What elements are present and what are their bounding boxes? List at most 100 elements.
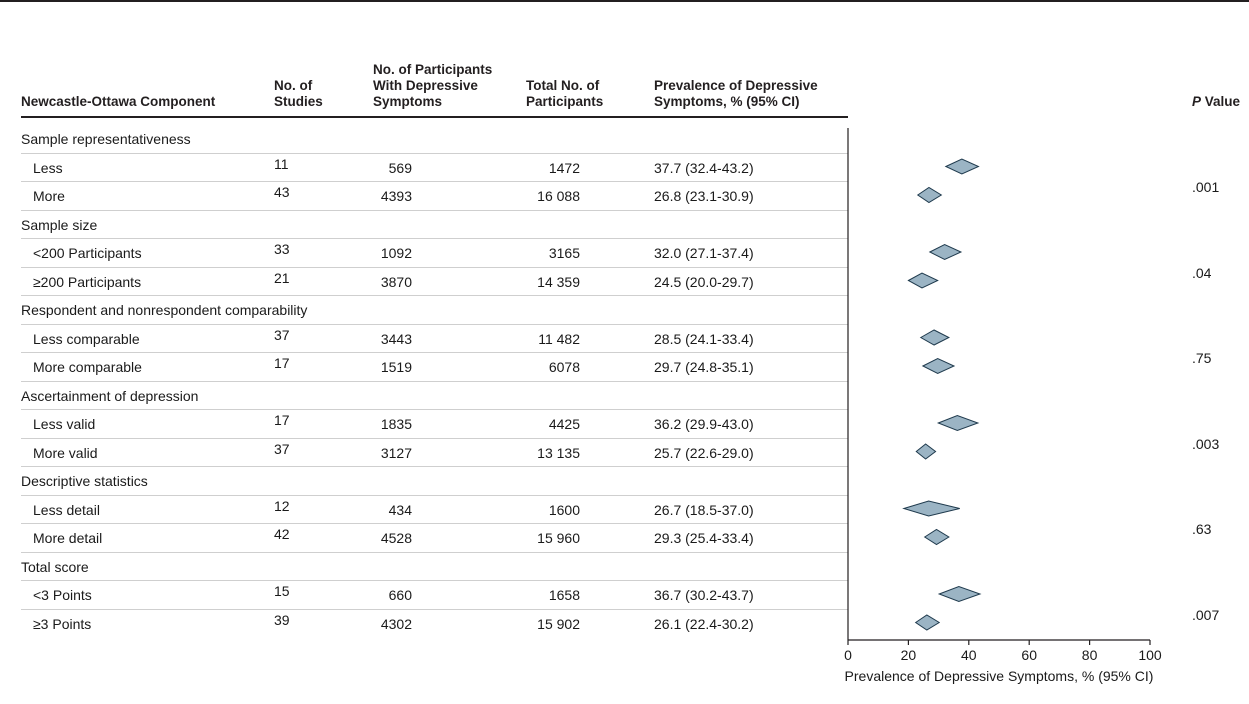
cell-studies: 33: [274, 241, 290, 257]
cell-total-participants: 6078: [548, 359, 580, 375]
x-tick-label: 80: [1082, 647, 1098, 663]
header-dep-line1: No. of Participants: [373, 62, 493, 77]
ci-diamond: [923, 528, 950, 546]
header-prevalence: Prevalence of Depressive Symptoms, % (95…: [654, 78, 818, 110]
ci-diamond: [916, 186, 943, 204]
cell-prevalence: 26.7 (18.5-37.0): [654, 501, 754, 518]
row-separator: [21, 266, 848, 268]
row-label: More comparable: [33, 359, 142, 375]
row-separator: [21, 494, 848, 496]
row-separator: [21, 580, 848, 581]
cell-prevalence: 37.7 (32.4-43.2): [654, 159, 754, 176]
group-title: Total score: [21, 558, 89, 575]
row-separator: [21, 409, 848, 410]
cell-dep-participants: 569: [388, 159, 412, 176]
cell-dep-participants: 434: [388, 501, 412, 518]
header-prev-line1: Prevalence of Depressive: [654, 78, 818, 93]
header-prev-line2: Symptoms, % (95% CI): [654, 94, 800, 109]
row-separator: [21, 551, 848, 553]
p-value: .001: [1192, 179, 1220, 195]
row-label: More valid: [33, 444, 98, 461]
row-separator: [21, 523, 848, 524]
group-title: Descriptive statistics: [21, 473, 148, 489]
ci-diamond: [944, 158, 980, 175]
cell-studies: 12: [274, 497, 290, 514]
cell-prevalence: 26.1 (22.4-30.2): [654, 615, 754, 632]
x-axis-title: Prevalence of Depressive Symptoms, % (95…: [845, 668, 1154, 684]
cell-studies: 37: [274, 326, 290, 343]
ci-diamond: [915, 443, 937, 460]
group-title: Sample size: [21, 216, 98, 233]
cell-prevalence: 26.8 (23.1-30.9): [654, 188, 754, 204]
header-studies: No. of Studies: [274, 78, 323, 110]
header-total: Total No. of Participants: [526, 78, 603, 110]
p-value: .04: [1192, 264, 1212, 281]
p-value: .003: [1192, 435, 1220, 452]
header-component: Newcastle-Ottawa Component: [21, 94, 216, 109]
cell-prevalence: 29.7 (24.8-35.1): [654, 359, 754, 375]
group-title: Respondent and nonrespondent comparabili…: [21, 302, 308, 318]
cell-total-participants: 1600: [548, 501, 580, 518]
cell-total-participants: 1472: [548, 159, 580, 176]
ci-diamond: [928, 243, 963, 261]
cell-studies: 17: [274, 412, 290, 428]
cell-total-participants: 1658: [548, 587, 580, 603]
group-title: Ascertainment of depression: [21, 387, 199, 404]
cell-dep-participants: 3443: [380, 330, 412, 347]
cell-total-participants: 11 482: [538, 330, 580, 347]
cell-dep-participants: 4302: [380, 615, 412, 632]
row-label: More: [33, 188, 65, 204]
row-separator: [21, 437, 848, 439]
cell-total-participants: 15 960: [537, 530, 580, 546]
row-label: <200 Participants: [33, 245, 142, 261]
header-total-line2: Participants: [526, 94, 604, 109]
header-total-line1: Total No. of: [526, 78, 600, 93]
x-tick-label: 20: [901, 647, 917, 663]
cell-prevalence: 28.5 (24.1-33.4): [654, 330, 754, 347]
cell-dep-participants: 4393: [380, 188, 412, 204]
row-label: Less valid: [33, 416, 96, 432]
header-pvalue-p: P: [1192, 94, 1202, 109]
cell-dep-participants: 3127: [380, 444, 412, 461]
row-separator: [21, 352, 848, 353]
cell-total-participants: 13 135: [537, 444, 580, 461]
top-rule: [0, 0, 1249, 2]
header-rule: [21, 116, 848, 118]
cell-dep-participants: 3870: [380, 273, 412, 290]
row-separator: [21, 608, 848, 610]
row-separator: [21, 209, 848, 211]
cell-prevalence: 32.0 (27.1-37.4): [654, 245, 754, 261]
row-separator: [21, 466, 848, 467]
cell-dep-participants: 660: [388, 587, 412, 603]
cell-prevalence: 36.2 (29.9-43.0): [654, 416, 754, 432]
ci-diamond: [936, 414, 980, 432]
row-separator: [21, 152, 848, 154]
group-title: Sample representativeness: [21, 131, 191, 147]
cell-dep-participants: 1092: [380, 245, 412, 261]
cell-studies: 15: [274, 583, 290, 599]
row-separator: [21, 380, 848, 382]
row-label: ≥3 Points: [33, 615, 92, 632]
cell-studies: 39: [274, 611, 290, 628]
ci-diamond: [921, 357, 956, 375]
ci-diamond: [907, 272, 939, 289]
row-label: <3 Points: [33, 587, 92, 603]
cell-total-participants: 15 902: [537, 615, 580, 632]
cell-total-participants: 16 088: [537, 188, 580, 204]
row-label: Less comparable: [33, 330, 140, 347]
header-dep-line3: Symptoms: [373, 94, 443, 109]
row-label: ≥200 Participants: [33, 273, 142, 290]
header-pvalue: P Value: [1192, 94, 1240, 110]
cell-dep-participants: 1835: [380, 416, 412, 432]
ci-diamond: [937, 585, 982, 603]
p-value: .75: [1192, 350, 1212, 366]
p-value: .007: [1192, 606, 1220, 623]
p-value: .63: [1192, 521, 1212, 537]
row-separator: [21, 238, 848, 239]
header-studies-line2: Studies: [274, 94, 323, 109]
header-dep-line2: With Depressive: [373, 78, 478, 93]
cell-studies: 43: [274, 184, 290, 200]
x-tick-label: 100: [1138, 647, 1162, 663]
cell-total-participants: 4425: [548, 416, 580, 432]
